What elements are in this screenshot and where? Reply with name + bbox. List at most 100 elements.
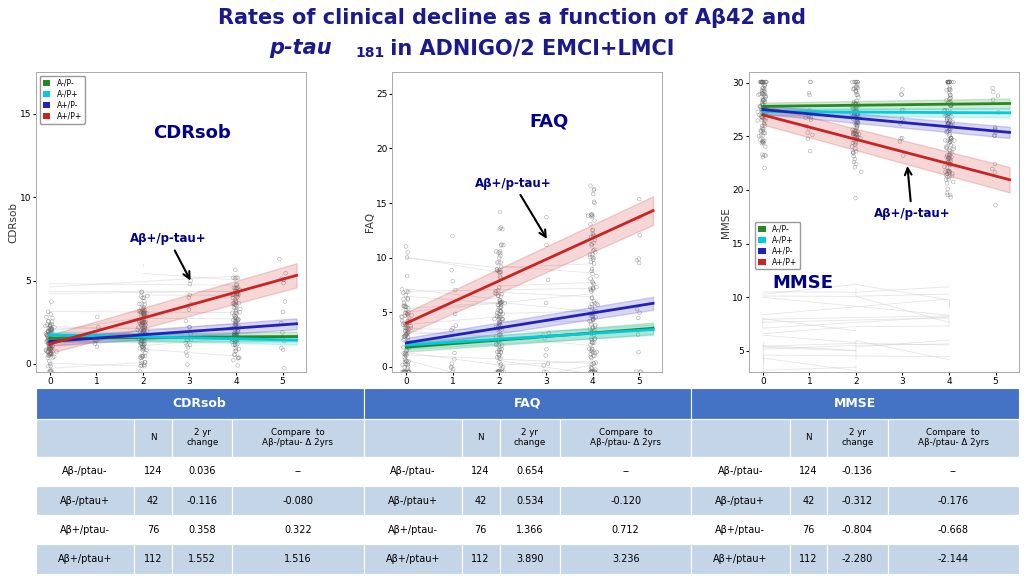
Point — [892, 119, 908, 128]
Point — [941, 153, 957, 162]
Point — [226, 332, 243, 342]
Point — [489, 266, 506, 275]
Point — [489, 305, 506, 314]
Point — [135, 332, 152, 341]
Point — [134, 293, 151, 302]
Point — [137, 358, 154, 367]
Point — [801, 106, 817, 115]
Point — [895, 105, 911, 115]
Point — [87, 336, 103, 345]
FancyBboxPatch shape — [36, 457, 134, 486]
Text: Aβ-/ptau-: Aβ-/ptau- — [718, 467, 763, 476]
Point — [230, 315, 247, 324]
Point — [229, 293, 246, 302]
Point — [38, 330, 54, 339]
Point — [133, 351, 150, 361]
Point — [223, 334, 240, 343]
Point — [632, 230, 648, 240]
Text: Aβ+/ptau+: Aβ+/ptau+ — [713, 554, 768, 564]
FancyBboxPatch shape — [500, 544, 560, 574]
Point — [844, 102, 860, 111]
Point — [42, 344, 58, 353]
Point — [941, 168, 957, 177]
Point — [38, 329, 54, 338]
Point — [493, 306, 509, 316]
Point — [585, 312, 601, 321]
FancyBboxPatch shape — [134, 457, 172, 486]
FancyBboxPatch shape — [691, 388, 1019, 419]
Point — [226, 331, 243, 340]
Point — [42, 326, 58, 335]
Point — [940, 190, 956, 199]
Point — [399, 317, 416, 326]
Point — [941, 77, 957, 86]
Point — [938, 152, 954, 161]
Point — [394, 316, 411, 325]
Point — [133, 339, 150, 348]
Point — [845, 148, 861, 157]
Point — [227, 265, 244, 274]
Point — [399, 364, 416, 373]
Point — [89, 342, 105, 351]
Text: -0.136: -0.136 — [842, 467, 873, 476]
Point — [225, 283, 242, 293]
Text: 0.654: 0.654 — [516, 467, 544, 476]
Point — [136, 327, 153, 336]
Point — [182, 300, 199, 309]
FancyBboxPatch shape — [134, 544, 172, 574]
Point — [489, 308, 506, 317]
Point — [179, 351, 196, 360]
Point — [848, 77, 864, 86]
Point — [395, 349, 412, 358]
Point — [984, 84, 1000, 93]
Point — [936, 106, 952, 115]
Point — [398, 321, 415, 330]
Point — [756, 115, 772, 124]
Point — [939, 77, 955, 86]
Point — [942, 137, 958, 146]
Point — [89, 312, 105, 321]
Point — [633, 367, 649, 376]
Point — [492, 324, 508, 334]
Point — [492, 346, 508, 355]
Point — [850, 118, 866, 127]
Point — [940, 77, 956, 86]
Point — [133, 308, 150, 317]
Point — [229, 287, 246, 297]
Text: Aβ+/p-tau+: Aβ+/p-tau+ — [873, 168, 950, 220]
Point — [396, 362, 413, 372]
Point — [846, 104, 862, 113]
Point — [936, 162, 952, 172]
Point — [492, 224, 508, 233]
Point — [135, 328, 152, 337]
Point — [939, 127, 955, 137]
Point — [133, 329, 150, 338]
FancyBboxPatch shape — [888, 515, 1019, 544]
Point — [755, 101, 771, 110]
Point — [87, 339, 103, 348]
Point — [43, 320, 59, 329]
Point — [942, 100, 958, 109]
Point — [48, 347, 65, 356]
Point — [492, 357, 508, 366]
Point — [754, 89, 770, 98]
Point — [583, 367, 599, 376]
Point — [493, 241, 509, 250]
Point — [228, 283, 245, 293]
Point — [941, 122, 957, 131]
Point — [133, 287, 150, 296]
Point — [229, 332, 246, 342]
Point — [134, 346, 151, 355]
Point — [401, 343, 418, 353]
Point — [987, 200, 1004, 210]
Point — [488, 290, 505, 299]
Point — [939, 77, 955, 86]
Point — [758, 93, 774, 102]
Point — [45, 353, 61, 362]
Point — [398, 351, 415, 360]
FancyBboxPatch shape — [36, 388, 364, 419]
Point — [488, 311, 505, 320]
Point — [942, 135, 958, 144]
Point — [394, 367, 411, 376]
Point — [586, 185, 602, 195]
